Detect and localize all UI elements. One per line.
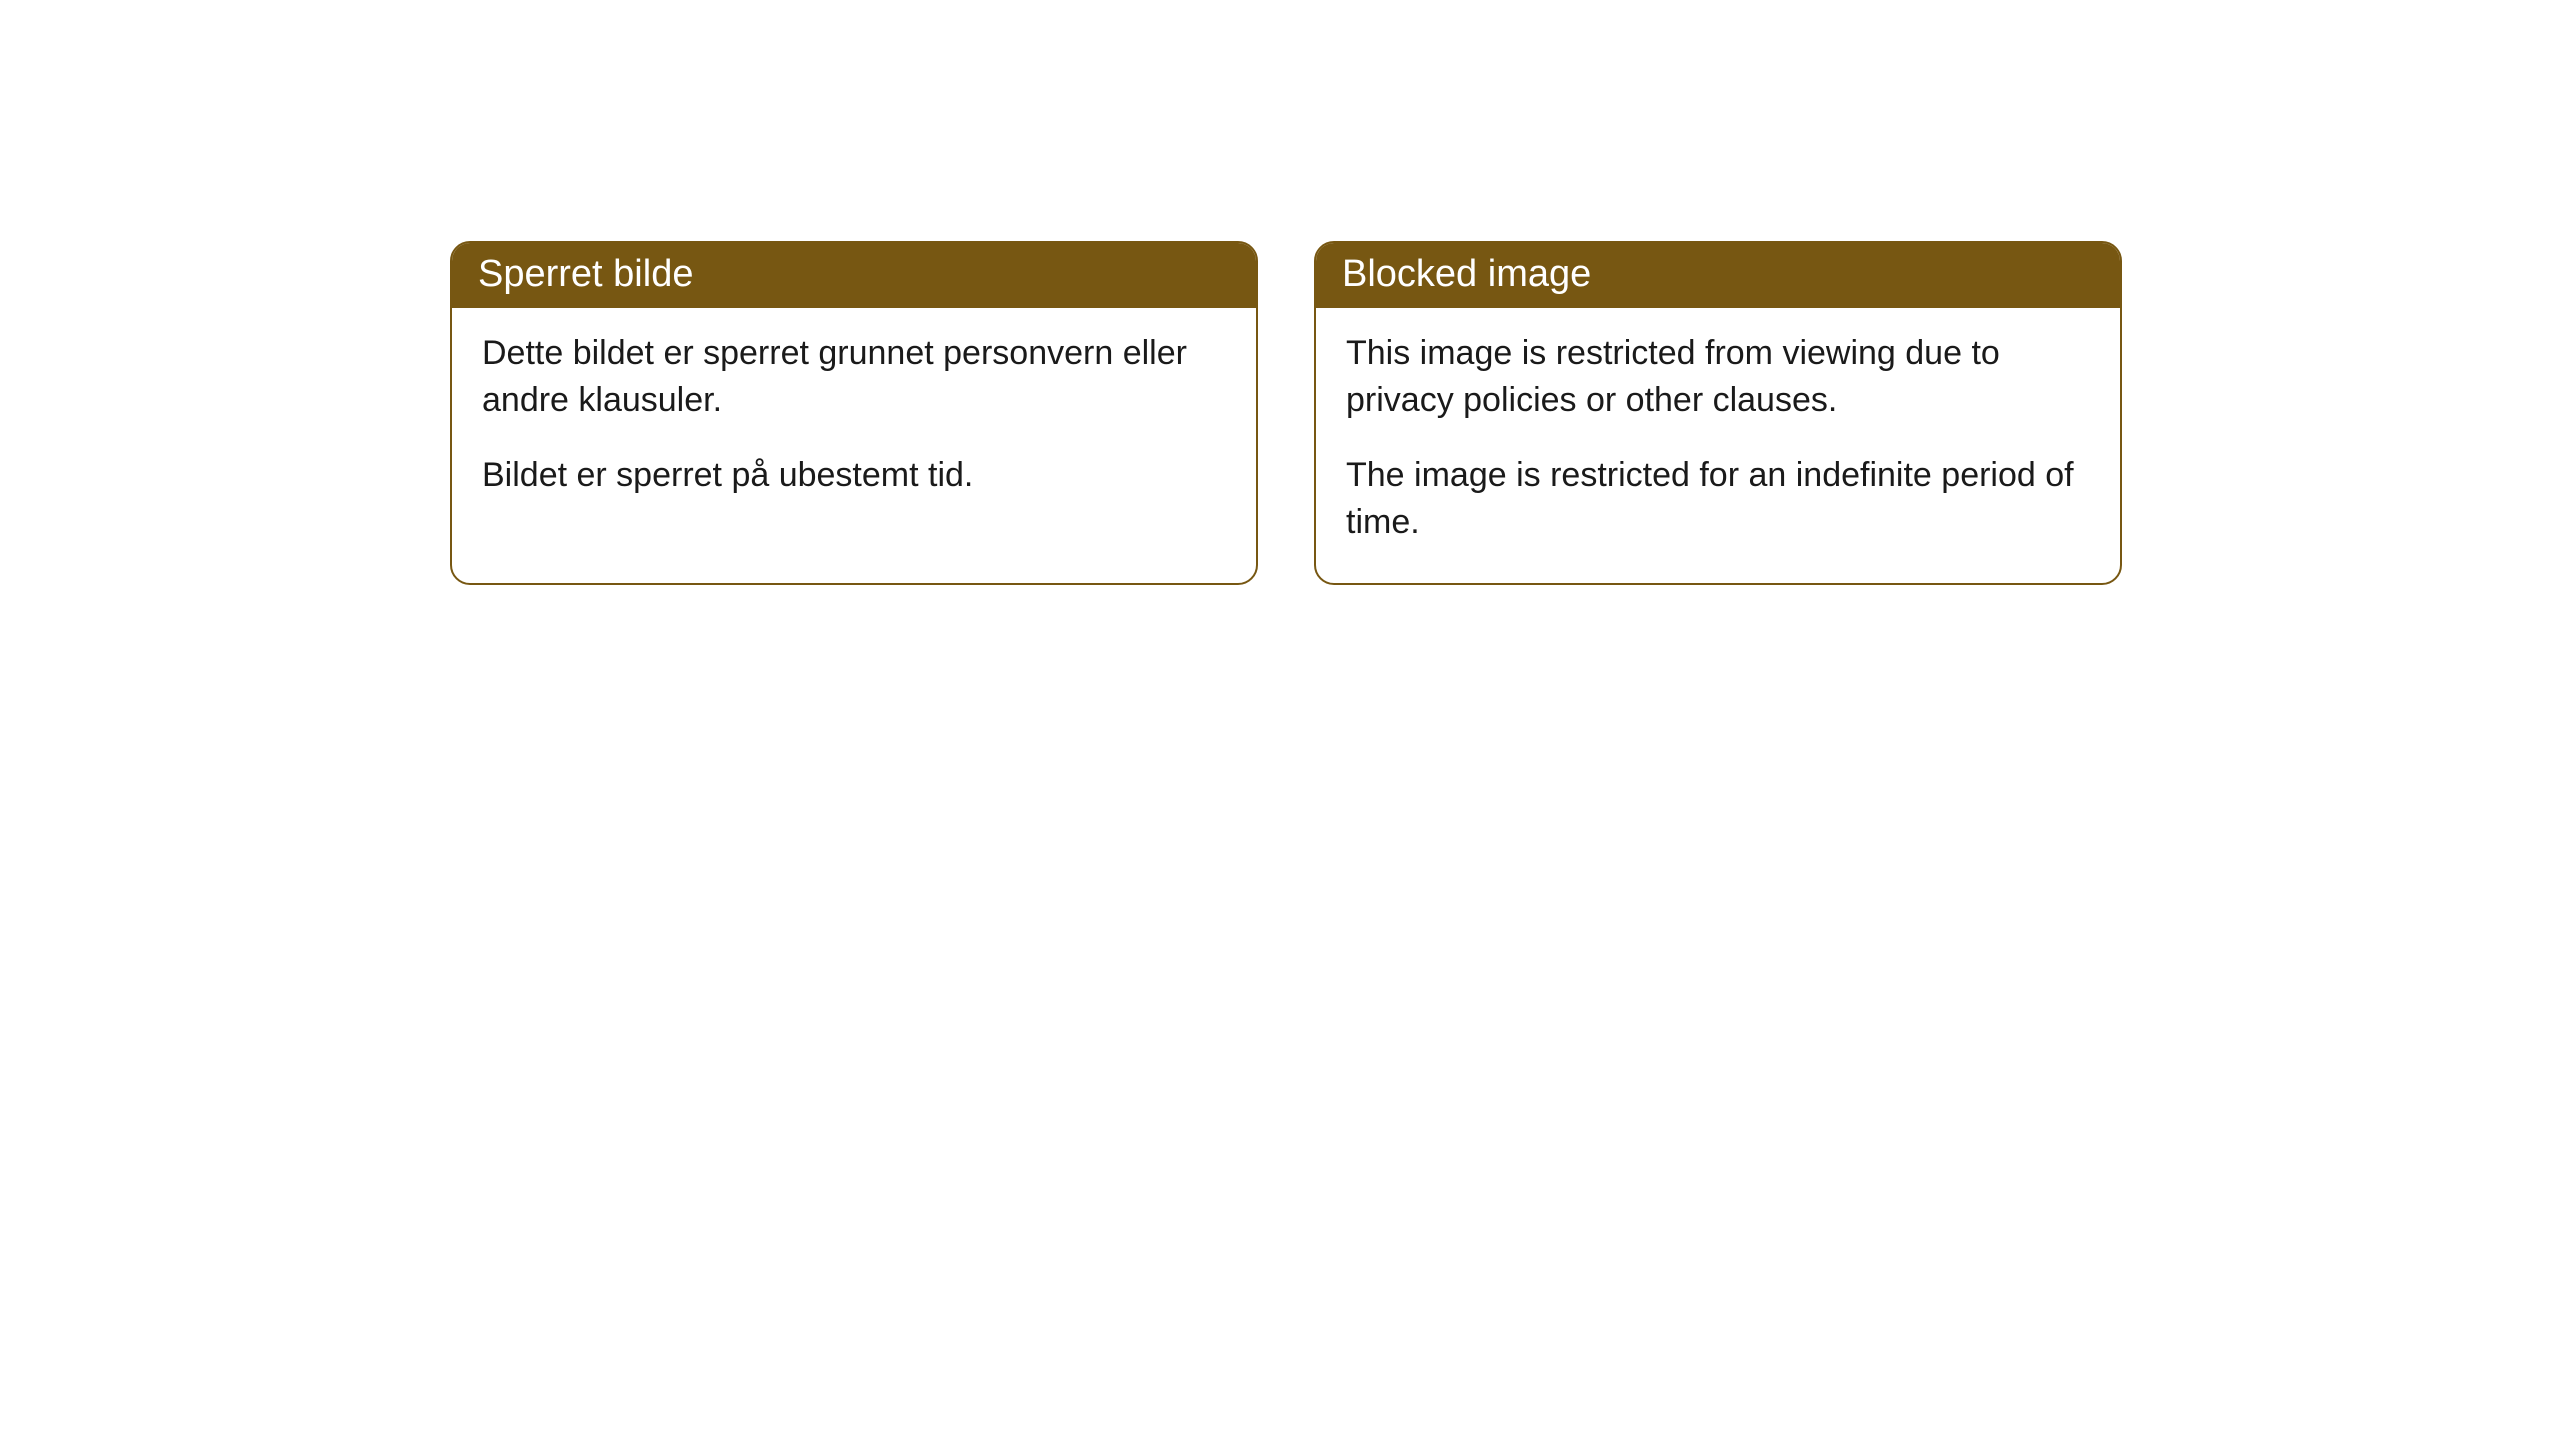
card-header-norwegian: Sperret bilde [452, 243, 1256, 308]
cards-container: Sperret bilde Dette bildet er sperret gr… [450, 241, 2122, 585]
card-text-english-2: The image is restricted for an indefinit… [1346, 452, 2090, 546]
card-text-english-1: This image is restricted from viewing du… [1346, 330, 2090, 424]
blocked-image-card-english: Blocked image This image is restricted f… [1314, 241, 2122, 585]
blocked-image-card-norwegian: Sperret bilde Dette bildet er sperret gr… [450, 241, 1258, 585]
card-text-norwegian-1: Dette bildet er sperret grunnet personve… [482, 330, 1226, 424]
card-text-norwegian-2: Bildet er sperret på ubestemt tid. [482, 452, 1226, 499]
card-body-norwegian: Dette bildet er sperret grunnet personve… [452, 308, 1256, 583]
card-body-english: This image is restricted from viewing du… [1316, 308, 2120, 583]
card-header-english: Blocked image [1316, 243, 2120, 308]
